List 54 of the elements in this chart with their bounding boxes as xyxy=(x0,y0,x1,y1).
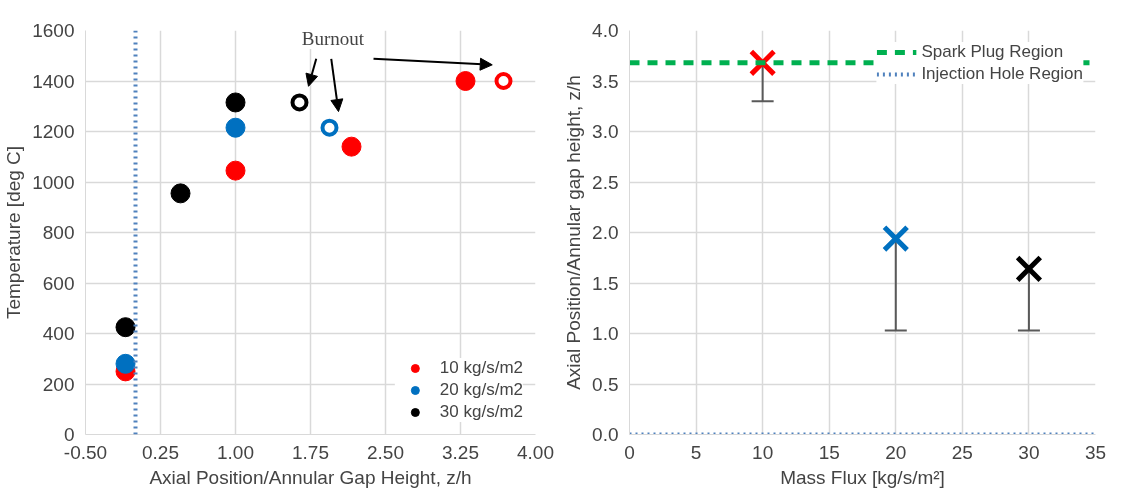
y-tick-label: 1.5 xyxy=(592,272,619,294)
point xyxy=(225,160,246,181)
y-tick-label: 400 xyxy=(42,323,75,344)
x-axis-title: Mass Flux [kg/s/m²] xyxy=(780,466,945,488)
x-tick-label: 30 xyxy=(1018,441,1040,463)
x-tick-label: 0 xyxy=(624,441,635,463)
y-axis-title: Temperature [deg C] xyxy=(3,145,25,320)
point xyxy=(341,136,362,157)
y-tick-label: 0.0 xyxy=(592,424,619,445)
x-tick-label: 1.00 xyxy=(217,441,254,463)
y-tick-label: 2.5 xyxy=(592,171,619,193)
y-tick-label: 1.0 xyxy=(592,323,619,344)
legend-label: 20 kg/s/m2 xyxy=(439,380,523,400)
point xyxy=(115,353,136,374)
y-tick-label: 2.0 xyxy=(592,222,619,243)
y-tick-label: 1600 xyxy=(32,20,75,41)
annotation: Burnout xyxy=(301,28,365,50)
point xyxy=(115,317,136,338)
y-tick-label: 3.0 xyxy=(592,121,619,142)
point xyxy=(881,224,910,253)
y-tick-label: 800 xyxy=(42,222,75,243)
y-tick-label: 200 xyxy=(42,373,75,395)
point xyxy=(290,93,309,112)
y-axis-title: Axial Position/Annular gap height, z/h xyxy=(563,75,585,390)
x-tick-label: 20 xyxy=(885,441,907,463)
y-tick-label: 1200 xyxy=(32,121,75,142)
x-tick-label: 10 xyxy=(752,441,774,463)
ref-line-label: Spark Plug Region xyxy=(921,42,1064,62)
y-tick-label: 600 xyxy=(42,272,75,294)
x-tick-label: 5 xyxy=(690,441,702,463)
x-tick-label: 0.25 xyxy=(142,441,179,463)
point xyxy=(320,118,339,137)
x-tick-label: 3.25 xyxy=(442,441,479,463)
x-axis-title: Axial Position/Annular Gap Height, z/h xyxy=(149,466,472,488)
legend-label: 30 kg/s/m2 xyxy=(439,402,523,422)
x-tick-label: 2.50 xyxy=(367,441,404,463)
point xyxy=(455,71,476,91)
point xyxy=(225,117,246,138)
y-tick-label: 1000 xyxy=(32,171,75,193)
x-tick-label: 1.75 xyxy=(292,441,329,463)
legend-label: 10 kg/s/m2 xyxy=(439,358,523,378)
point xyxy=(170,183,191,204)
x-tick-label: 15 xyxy=(818,441,840,463)
x-tick-label: 35 xyxy=(1084,441,1107,463)
y-tick-label: 3.5 xyxy=(592,70,619,92)
y-tick-label: 1400 xyxy=(32,70,75,92)
point xyxy=(494,72,513,90)
x-tick-label: 4.00 xyxy=(517,441,554,463)
point xyxy=(1015,255,1043,283)
legend-label: Injection Hole Region xyxy=(921,64,1083,84)
point xyxy=(225,92,246,113)
y-tick-label: 4.0 xyxy=(592,20,619,41)
y-tick-label: 0.5 xyxy=(592,373,619,395)
x-tick-label: 25 xyxy=(951,441,973,463)
